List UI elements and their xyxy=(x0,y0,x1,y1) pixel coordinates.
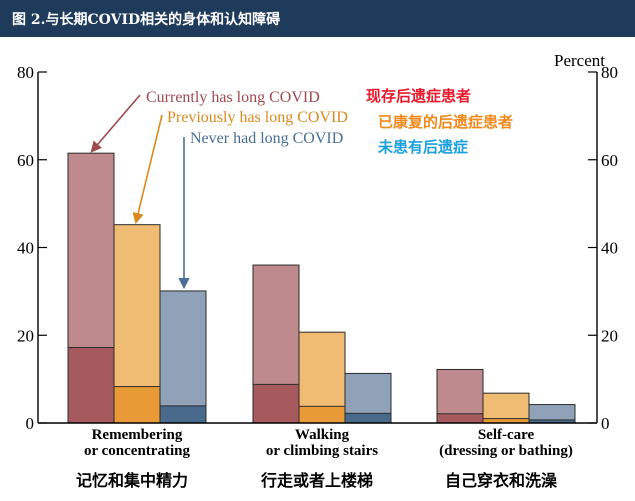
y-tick-label-right: 20 xyxy=(601,326,618,345)
category-label-zh: 自己穿衣和洗澡 xyxy=(445,471,558,490)
legend-label-zh: 未患有后遗症 xyxy=(377,138,468,156)
bar-inner xyxy=(436,413,484,424)
bar-inner xyxy=(113,386,161,424)
y-tick-label-right: 40 xyxy=(601,239,618,258)
category-label: or climbing stairs xyxy=(266,443,378,459)
bar-inner xyxy=(298,405,346,424)
category-label-zh: 记忆和集中精力 xyxy=(76,471,188,490)
y-tick-label-right: 80 xyxy=(601,63,618,82)
figure-title: 图 2.与长期COVID相关的身体和认知障碍 xyxy=(12,12,281,28)
figure-header: 图 2.与长期COVID相关的身体和认知障碍 xyxy=(0,0,635,37)
legend-label-zh: 现存后遗症患者 xyxy=(366,87,471,105)
bar-inner xyxy=(252,383,300,424)
bar-inner xyxy=(344,412,392,424)
category-label: Self-care xyxy=(478,427,535,443)
category-label-zh: 行走或者上楼梯 xyxy=(260,471,373,490)
y-tick-label-left: 0 xyxy=(26,414,35,433)
bar-total xyxy=(482,392,530,424)
y-tick-label-left: 60 xyxy=(17,151,34,170)
category-label: or concentrating xyxy=(84,443,190,459)
legend-label: Never had long COVID xyxy=(190,130,343,147)
legend-arrow xyxy=(90,94,141,153)
legend-label-zh: 已康复的后遗症患者 xyxy=(378,113,513,131)
y-tick-label-left: 20 xyxy=(17,326,34,345)
y-tick-label-left: 80 xyxy=(17,63,34,82)
bar-inner xyxy=(67,347,115,424)
y-tick-label-right: 60 xyxy=(601,151,618,170)
legend-label: Previously has long COVID xyxy=(167,109,348,126)
bar-inner xyxy=(159,405,207,424)
category-label: Walking xyxy=(295,427,350,443)
category-label: Remembering xyxy=(92,427,183,443)
legend-arrow xyxy=(132,114,163,225)
y-tick-label-left: 40 xyxy=(17,239,34,258)
y-tick-label-right: 0 xyxy=(601,414,610,433)
legend-label: Currently has long COVID xyxy=(146,89,320,106)
unit-label: Percent xyxy=(554,51,605,70)
category-label: (dressing or bathing) xyxy=(439,443,573,459)
bar-total xyxy=(159,290,207,424)
